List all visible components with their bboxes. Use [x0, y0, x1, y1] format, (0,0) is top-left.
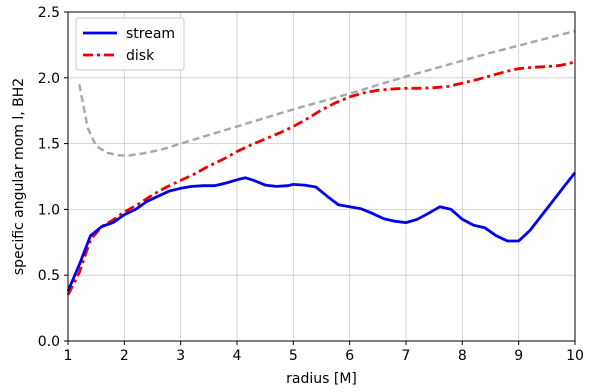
x-tick-label: 7 [402, 348, 411, 364]
x-tick-label: 8 [458, 348, 467, 364]
series-line-disk [66, 60, 576, 296]
y-tick-label: 0.5 [38, 268, 60, 284]
x-tick-label: 6 [345, 348, 354, 364]
x-tick-label: 9 [514, 348, 523, 364]
series-line-stream [66, 171, 577, 292]
y-axis-label: specific angular mom l, BH2 [11, 78, 27, 275]
y-tick-label: 1.0 [38, 202, 60, 218]
y-tick-label: 0.0 [38, 334, 60, 350]
x-tick-label: 5 [289, 348, 298, 364]
y-tick-label: 2.0 [38, 71, 60, 87]
y-tick-label: 2.5 [38, 5, 60, 21]
x-tick-label: 1 [64, 348, 73, 364]
x-tick-label: 10 [566, 348, 584, 364]
x-tick-label: 2 [120, 348, 129, 364]
x-axis-label: radius [M] [286, 371, 357, 387]
y-tick-label: 1.5 [38, 137, 60, 153]
x-tick-label: 4 [233, 348, 242, 364]
series-line-reference [78, 29, 576, 157]
legend: stream disk [75, 17, 185, 71]
legend-label-stream: stream [126, 26, 175, 42]
legend-label-disk: disk [126, 48, 155, 64]
axis-ticks: 1 2 3 4 5 6 7 8 9 10 0.0 0.5 1.0 1.5 2.0 2.5 [38, 5, 584, 364]
plot-frame [67, 11, 576, 342]
x-tick-label: 3 [176, 348, 185, 364]
legend-box [75, 17, 185, 71]
series-lines [66, 29, 577, 296]
